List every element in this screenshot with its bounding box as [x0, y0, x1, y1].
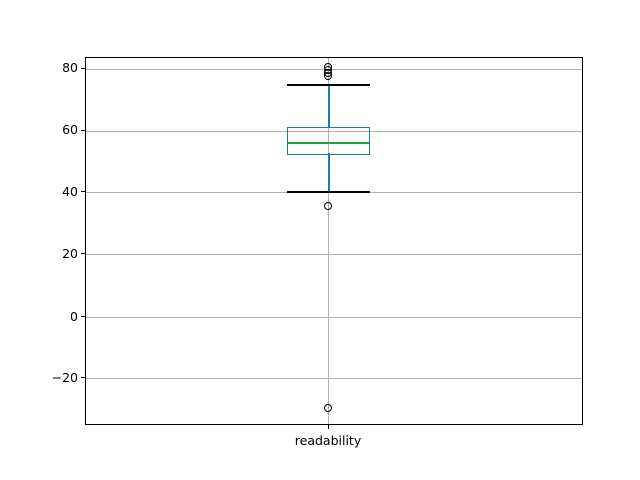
gridline-y-20 — [86, 254, 582, 255]
y-tick-label-80: 80 — [62, 59, 78, 75]
y-tick-label-0: 0 — [70, 308, 78, 324]
x-tick-label-readability: readability — [294, 433, 362, 448]
boxplot-box — [287, 127, 370, 155]
boxplot-median-line — [288, 142, 369, 144]
y-tick-label-minus20: −20 — [51, 370, 78, 385]
y-tick-label-60: 60 — [62, 121, 78, 137]
gridline-y-80 — [86, 69, 582, 70]
boxplot-outlier — [324, 72, 332, 80]
y-tick-mark-0 — [81, 316, 85, 318]
y-tick-mark-60 — [81, 130, 85, 132]
boxplot-outlier — [324, 202, 332, 210]
y-tick-label-20: 20 — [62, 245, 78, 261]
gridline-y-0 — [86, 317, 582, 318]
gridline-y-60 — [86, 131, 582, 132]
boxplot-cap-upper — [287, 84, 370, 87]
y-tick-mark-40 — [81, 191, 85, 193]
y-tick-mark-20 — [81, 253, 85, 255]
y-tick-mark-80 — [81, 68, 85, 70]
gridline-x-readability — [328, 58, 329, 424]
y-tick-mark-minus20 — [81, 377, 85, 379]
gridline-y-minus20 — [86, 378, 582, 379]
plot-area — [85, 57, 583, 425]
y-tick-label-40: 40 — [62, 183, 78, 199]
boxplot-cap-lower — [287, 191, 370, 194]
boxplot-whisker-lower — [328, 153, 330, 193]
boxplot-whisker-upper — [328, 85, 330, 128]
boxplot-outlier — [324, 404, 332, 412]
x-tick-mark-readability — [328, 425, 330, 429]
